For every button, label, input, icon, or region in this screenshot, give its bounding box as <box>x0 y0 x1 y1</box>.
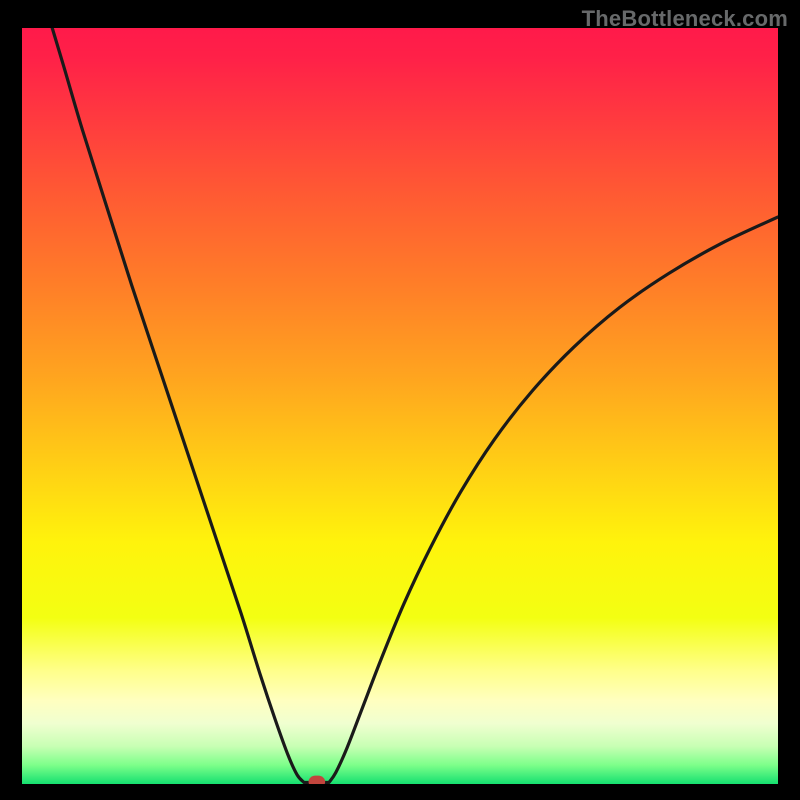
chart-frame: TheBottleneck.com <box>0 0 800 800</box>
chart-plot <box>22 28 778 784</box>
gradient-background <box>22 28 778 784</box>
chart-svg <box>22 28 778 784</box>
